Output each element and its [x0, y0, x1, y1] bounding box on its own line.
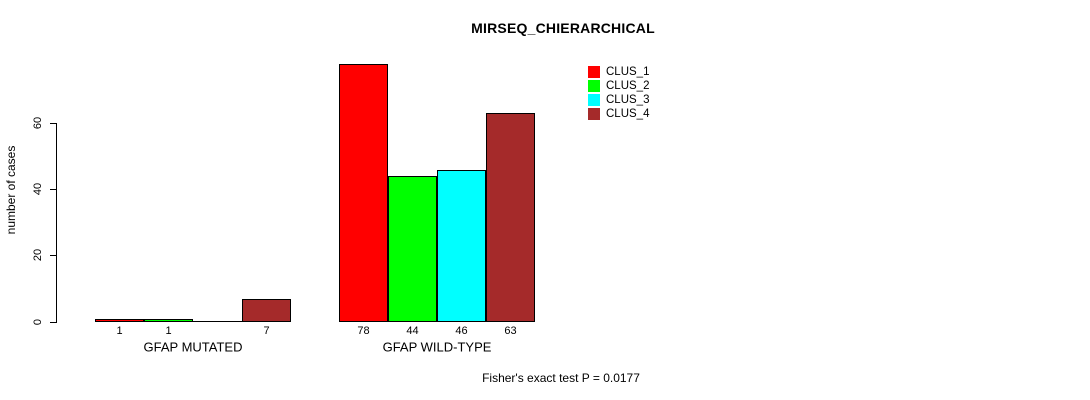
legend-item: CLUS_4: [588, 107, 649, 121]
bar-clus_2-2: [388, 176, 437, 322]
y-tick-label: 0: [32, 318, 44, 326]
bar-value-label: 1: [165, 325, 172, 337]
category-label-2: GFAP WILD-TYPE: [382, 339, 492, 355]
y-axis-label: number of cases: [4, 145, 18, 235]
bar-clus_2-1: [144, 319, 193, 322]
bar-value-label: 7: [263, 325, 270, 337]
legend-swatch: [588, 66, 600, 78]
legend-label: CLUS_1: [606, 66, 650, 78]
chart-title: MIRSEQ_CHIERARCHICAL: [471, 20, 655, 36]
y-tick: [50, 255, 57, 256]
legend-item: CLUS_3: [588, 93, 649, 107]
legend: CLUS_1 CLUS_2 CLUS_3 CLUS_4: [588, 65, 649, 121]
bar-value-label: 78: [357, 325, 370, 337]
bar-clus_1-1: [95, 319, 144, 322]
legend-swatch: [588, 108, 600, 120]
legend-swatch: [588, 94, 600, 106]
category-label-1: GFAP MUTATED: [143, 339, 243, 355]
y-tick: [50, 322, 57, 323]
bar-value-label: 46: [455, 325, 468, 337]
bar-value-label: 63: [504, 325, 517, 337]
bar-clus_1-2: [339, 64, 388, 322]
bar-value-label: 44: [406, 325, 419, 337]
legend-item: CLUS_2: [588, 79, 649, 93]
bar-value-label: 1: [116, 325, 123, 337]
bar-clus_4-1: [242, 299, 291, 322]
y-tick-label: 60: [32, 116, 44, 130]
y-tick-label: 40: [32, 182, 44, 196]
legend-label: CLUS_4: [606, 108, 650, 120]
bar-clus_3-2: [437, 170, 486, 322]
y-axis-line: [56, 123, 57, 322]
legend-swatch: [588, 80, 600, 92]
bar-clus_3-1-zero: [193, 321, 242, 322]
stat-annotation: Fisher's exact test P = 0.0177: [482, 371, 640, 385]
legend-item: CLUS_1: [588, 65, 649, 79]
y-tick: [50, 189, 57, 190]
bar-clus_4-2: [486, 113, 535, 322]
y-tick: [50, 123, 57, 124]
legend-label: CLUS_3: [606, 94, 650, 106]
y-tick-label: 20: [32, 248, 44, 262]
legend-label: CLUS_2: [606, 80, 650, 92]
